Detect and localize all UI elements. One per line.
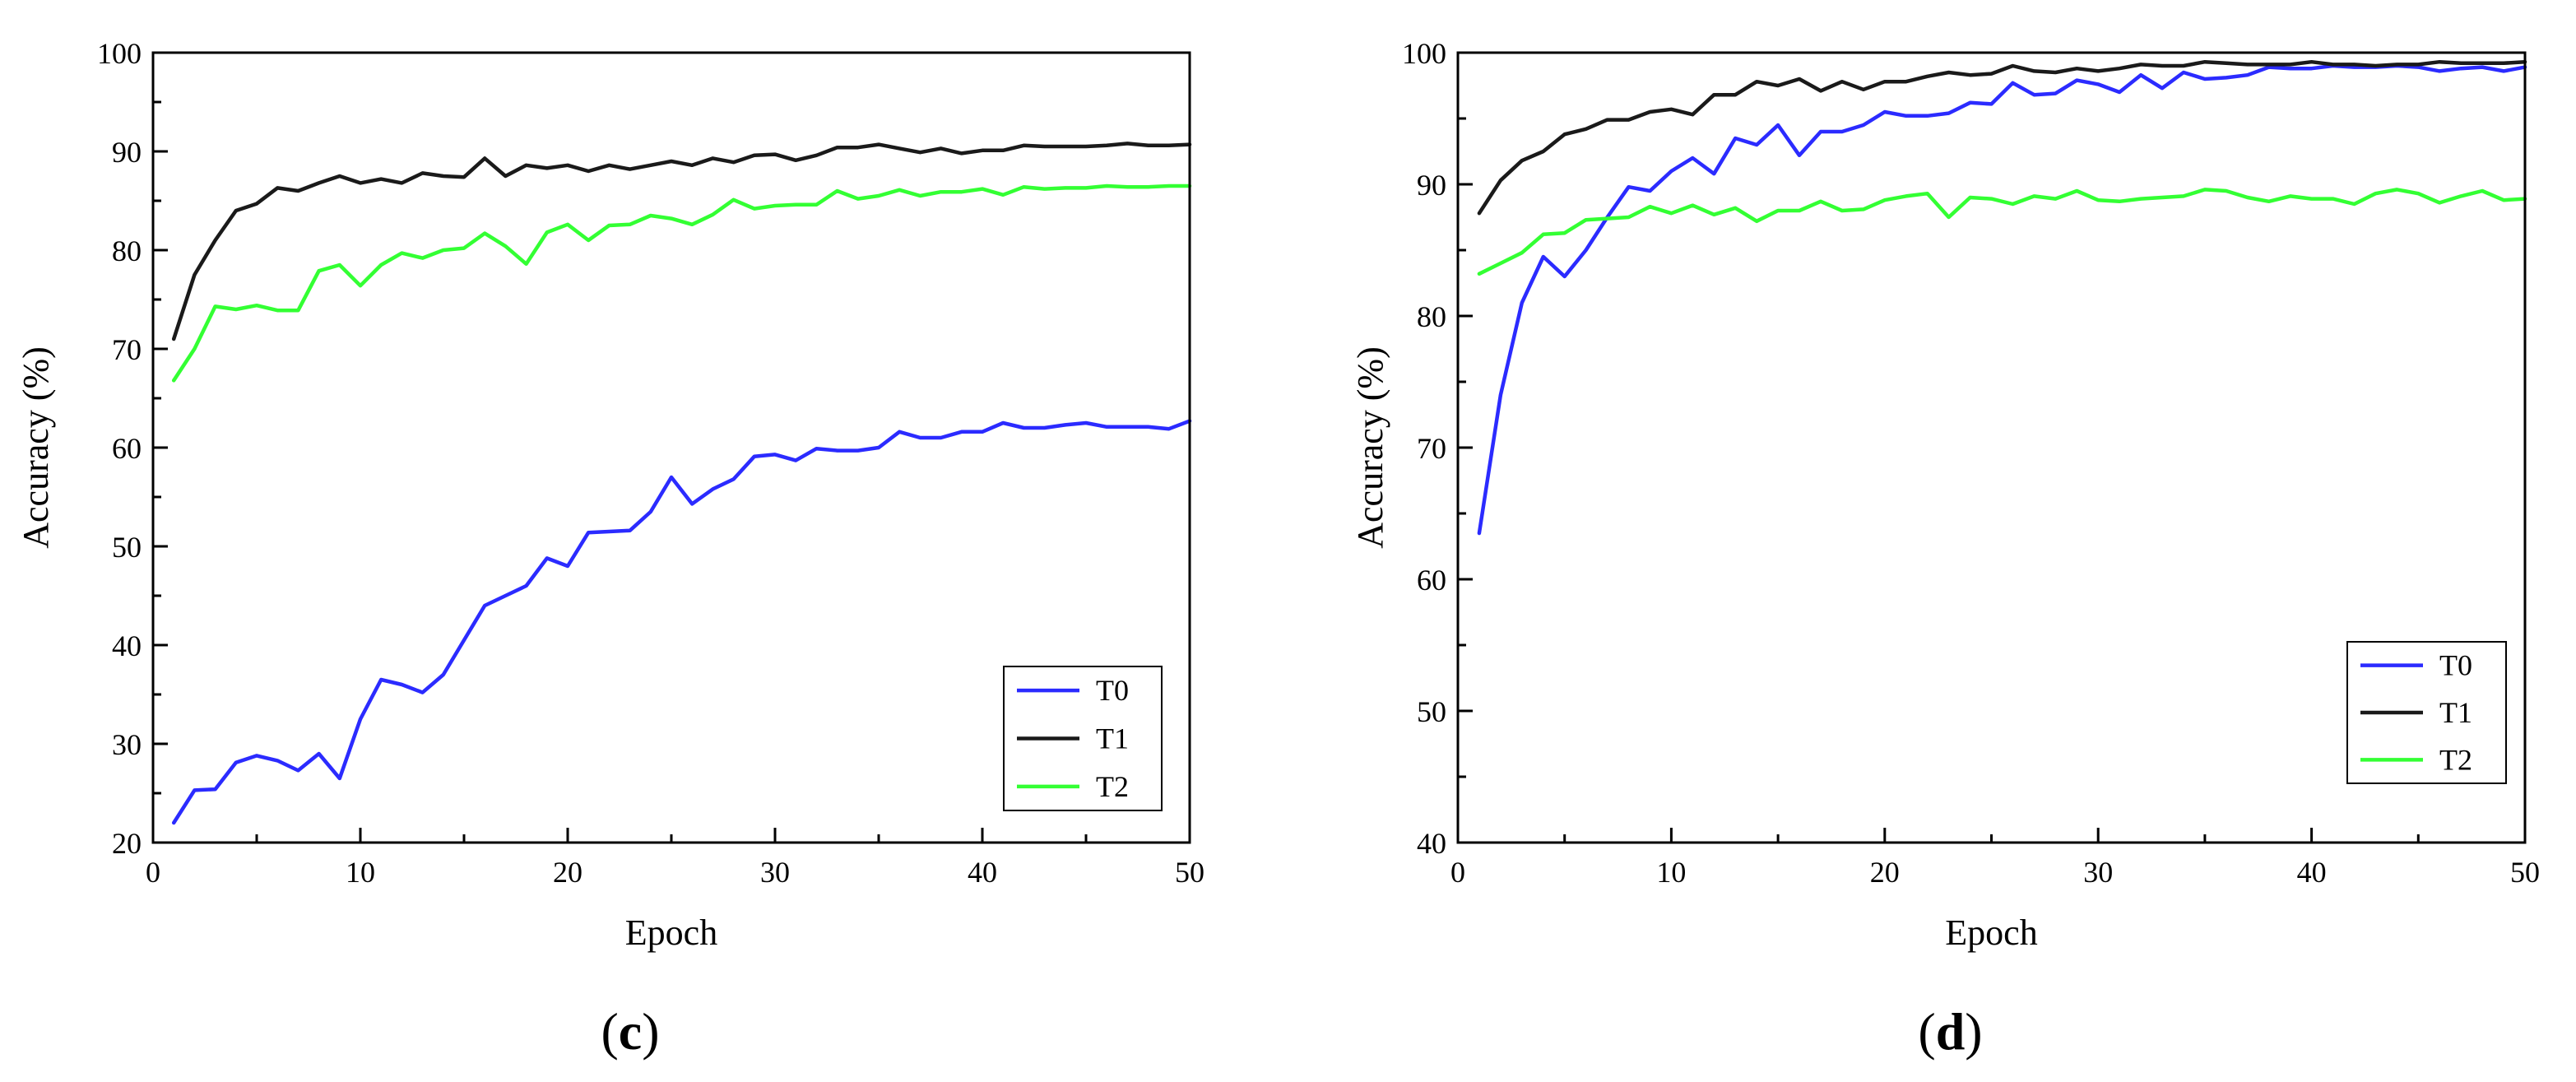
series-line-t2 [1477, 188, 2527, 276]
legend: T0 T1 T2 [1003, 666, 1163, 811]
x-tick-label: 30 [760, 856, 790, 889]
legend-label-t2: T2 [1096, 770, 1129, 803]
panel-label-close: ) [1965, 1002, 1982, 1061]
series-line-t2 [171, 183, 1192, 383]
x-tick-label: 0 [146, 856, 160, 889]
x-tick-label: 30 [2083, 856, 2113, 889]
y-axis-title: Accuracy (%) [1350, 346, 1390, 549]
series-line-t0 [1477, 63, 2527, 536]
legend-label-t1: T1 [2439, 696, 2472, 729]
legend-label-t2: T2 [2439, 743, 2472, 776]
legend-label-t0: T0 [1096, 674, 1129, 707]
y-tick-label: 90 [112, 136, 142, 169]
y-tick-label: 70 [112, 333, 142, 366]
panel-label: (c) [601, 1002, 659, 1061]
panel-label-letter: c [619, 1002, 642, 1061]
chart-panel-d: 0 10 20 30 40 50 40 50 60 70 80 90 100 Epoch Accuracy … [1350, 37, 2540, 1061]
series-line-t1 [1477, 59, 2527, 216]
x-tick-label: 0 [1450, 856, 1465, 889]
chart-panel-c: 0 10 20 30 40 50 20 30 40 50 60 70 80 90 100 Epoch Accur… [16, 37, 1204, 1061]
y-tick-label: 40 [1417, 827, 1446, 860]
y-tick-label: 100 [1402, 37, 1446, 70]
y-tick-label: 60 [112, 432, 142, 465]
x-tick-label: 50 [1175, 856, 1204, 889]
legend-label-t0: T0 [2439, 649, 2472, 682]
series-line-t0 [171, 419, 1192, 825]
y-tick-label: 30 [112, 728, 142, 761]
y-tick-label: 40 [112, 629, 142, 662]
y-tick-label: 50 [1417, 695, 1446, 728]
panel-label-close: ) [642, 1002, 659, 1061]
y-axis-title: Accuracy (%) [16, 346, 56, 549]
x-tick-label: 50 [2510, 856, 2540, 889]
x-axis-title: Epoch [625, 913, 717, 953]
y-tick-label: 70 [1417, 432, 1446, 465]
y-tick-label: 20 [112, 827, 142, 860]
x-tick-label: 20 [1870, 856, 1900, 889]
legend: T0 T1 T2 [2346, 641, 2507, 784]
y-tick-label: 100 [97, 37, 142, 70]
x-tick-label: 40 [968, 856, 997, 889]
x-axis-title: Epoch [1945, 913, 2037, 953]
y-tick-label: 80 [1417, 300, 1446, 333]
panel-label-open: ( [601, 1002, 618, 1061]
y-tick-label: 90 [1417, 169, 1446, 202]
series-line-t1 [171, 142, 1192, 341]
x-tick-label: 20 [553, 856, 583, 889]
legend-label-t1: T1 [1096, 722, 1129, 755]
x-tick-label: 10 [346, 856, 375, 889]
panel-label-letter: d [1936, 1002, 1966, 1061]
x-tick-label: 10 [1656, 856, 1686, 889]
x-tick-label: 40 [2297, 856, 2327, 889]
panel-label: (d) [1918, 1002, 1982, 1061]
y-tick-label: 60 [1417, 564, 1446, 597]
y-tick-label: 80 [112, 235, 142, 267]
y-tick-label: 50 [112, 531, 142, 564]
panel-label-open: ( [1918, 1002, 1935, 1061]
